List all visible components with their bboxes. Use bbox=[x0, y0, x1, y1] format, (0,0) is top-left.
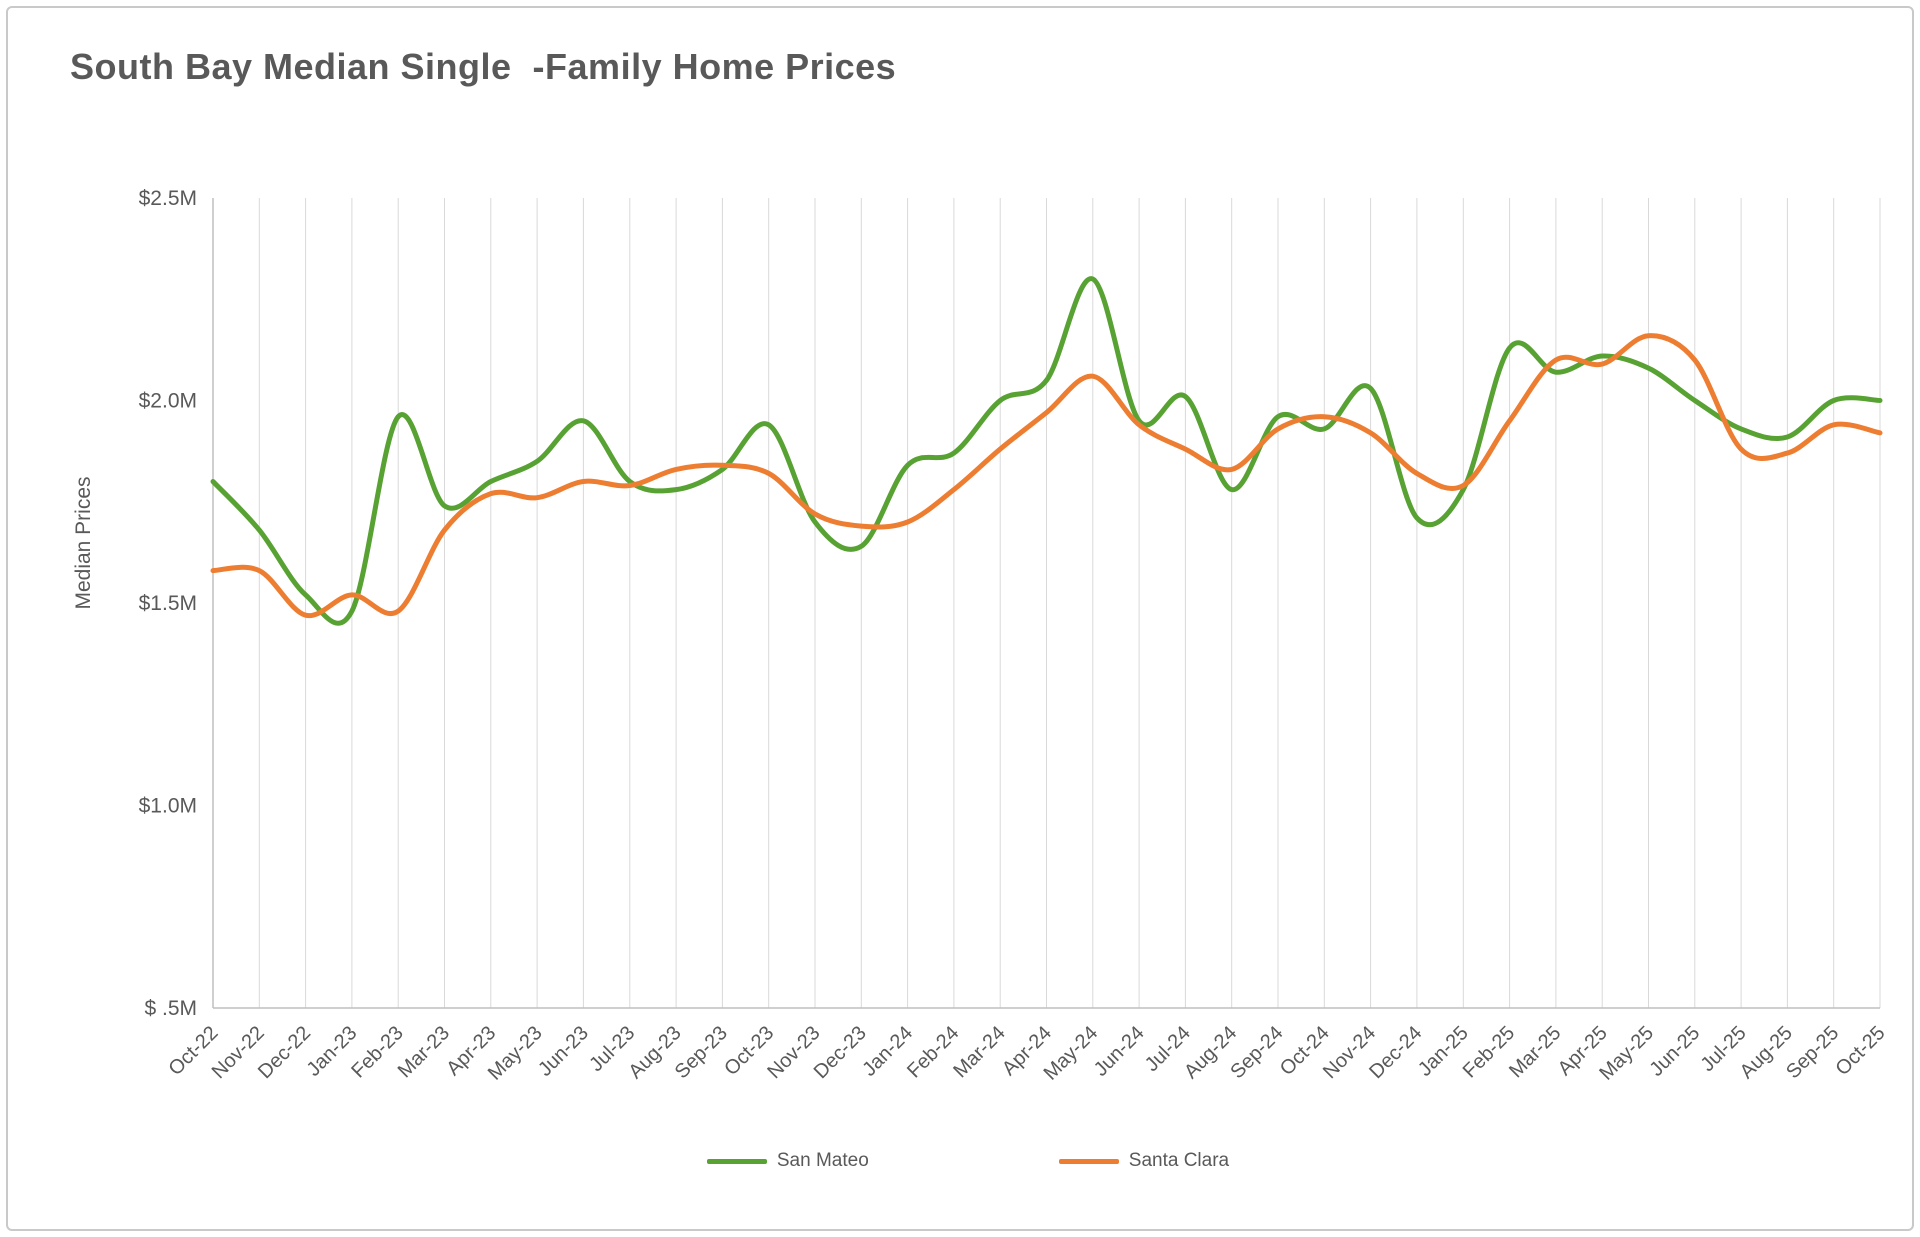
x-tick-label: Oct-25 bbox=[1832, 1022, 1890, 1080]
x-tick-label: Mar-23 bbox=[394, 1022, 454, 1082]
x-tick-label: Sep-25 bbox=[1782, 1022, 1843, 1083]
x-tick-label: Dec-22 bbox=[254, 1022, 315, 1083]
x-tick-label: Jun-23 bbox=[534, 1022, 593, 1081]
y-tick-label: $ .5M bbox=[144, 997, 197, 1020]
y-tick-label: $1.5M bbox=[139, 592, 197, 615]
x-tick-label: Feb-23 bbox=[347, 1022, 407, 1082]
legend-item-san-mateo: San Mateo bbox=[706, 1150, 869, 1172]
x-tick-label: Jun-24 bbox=[1090, 1022, 1149, 1081]
x-tick-label: Feb-24 bbox=[903, 1022, 963, 1082]
price-line-chart: $2.5M$2.0M$1.5M$1.0M$ .5MOct-22Nov-22Dec… bbox=[72, 187, 1890, 1085]
y-tick-label: $2.0M bbox=[139, 390, 197, 413]
legend-label-san-mateo: San Mateo bbox=[776, 1150, 869, 1171]
santa-clara-line-swatch-icon bbox=[1058, 1158, 1119, 1164]
legend-item-santa-clara: Santa Clara bbox=[1058, 1150, 1230, 1172]
plot-area: $2.5M $2.0M $1.5M $1.0M $ .5M Oct-22 Nov-22 Dec… bbox=[8, 128, 1920, 1148]
chart-legend: San Mateo Santa Clara bbox=[8, 1150, 1920, 1172]
x-tick-label: Sep-24 bbox=[1226, 1022, 1287, 1083]
y-tick-label: $1.0M bbox=[139, 795, 197, 818]
y-axis-title: Median Prices bbox=[72, 476, 95, 609]
x-tick-label: Feb-25 bbox=[1459, 1022, 1519, 1082]
chart-title: South Bay Median Single -Family Home Pri… bbox=[70, 46, 897, 87]
y-tick-label: $2.5M bbox=[139, 187, 197, 210]
chart-frame: South Bay Median Single -Family Home Pri… bbox=[6, 6, 1914, 1231]
legend-label-santa-clara: Santa Clara bbox=[1128, 1150, 1230, 1171]
x-tick-label: Mar-25 bbox=[1505, 1022, 1565, 1082]
x-tick-label: Dec-23 bbox=[810, 1022, 871, 1083]
series-line-san-mateo bbox=[210, 276, 1883, 626]
x-tick-label: Sep-23 bbox=[671, 1022, 732, 1083]
x-tick-label: Jun-25 bbox=[1646, 1022, 1705, 1081]
x-tick-label: Mar-24 bbox=[949, 1022, 1009, 1082]
x-tick-label: Dec-24 bbox=[1365, 1022, 1426, 1083]
series-line-santa-clara bbox=[210, 333, 1883, 619]
san-mateo-line-swatch-icon bbox=[706, 1158, 767, 1164]
